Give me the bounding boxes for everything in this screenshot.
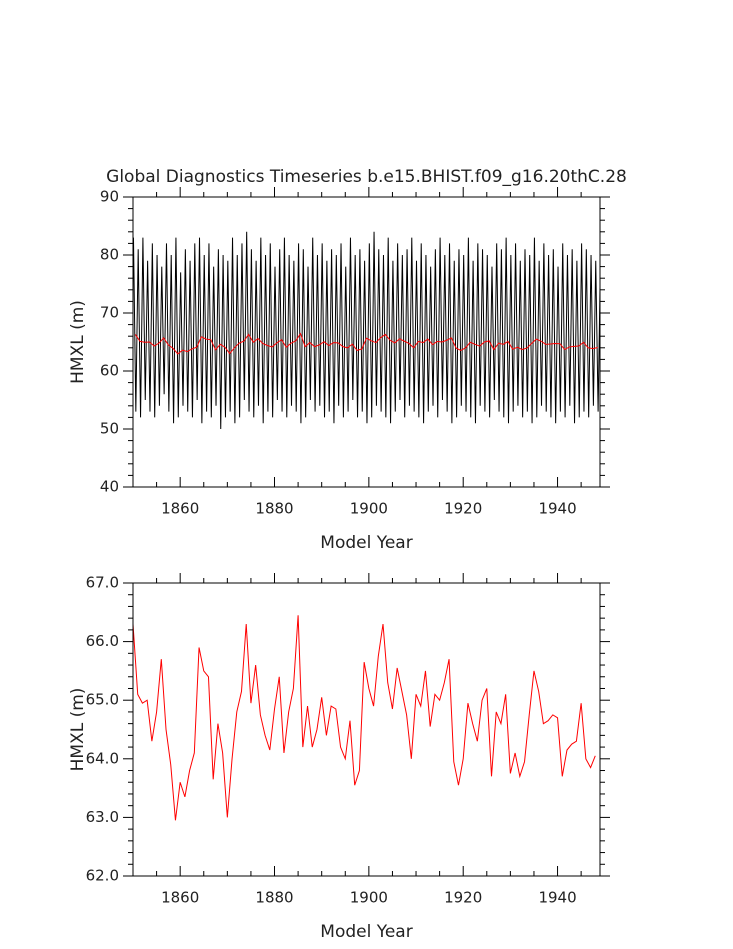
y-tick-label: 60 xyxy=(100,362,119,380)
x-tick-label: 1860 xyxy=(161,889,199,907)
x-axis-label: Model Year xyxy=(320,533,412,553)
y-tick-label: 65.0 xyxy=(86,691,119,709)
x-tick-label: 1940 xyxy=(538,889,576,907)
x-tick-label: 1920 xyxy=(444,889,482,907)
x-tick-label: 1940 xyxy=(538,500,576,518)
y-tick-label: 66.0 xyxy=(86,632,119,650)
data-line xyxy=(133,231,600,430)
x-tick-label: 1880 xyxy=(255,889,293,907)
x-tick-label: 1860 xyxy=(161,500,199,518)
x-tick-label: 1900 xyxy=(350,500,388,518)
y-tick-label: 64.0 xyxy=(86,749,119,767)
x-axis-label: Model Year xyxy=(320,922,412,942)
x-tick-label: 1880 xyxy=(255,500,293,518)
chart-title: Global Diagnostics Timeseries b.e15.BHIS… xyxy=(106,167,627,187)
x-tick-label: 1900 xyxy=(350,889,388,907)
plot-frame xyxy=(132,582,601,877)
data-line xyxy=(133,615,596,821)
y-tick-label: 80 xyxy=(100,246,119,264)
plot-frame xyxy=(132,196,601,488)
y-tick-label: 70 xyxy=(100,304,119,322)
y-axis-label: HMXL (m) xyxy=(68,688,88,772)
y-tick-label: 67.0 xyxy=(86,574,119,592)
y-tick-label: 50 xyxy=(100,420,119,438)
x-tick-label: 1920 xyxy=(444,500,482,518)
y-tick-label: 62.0 xyxy=(86,867,119,885)
data-line xyxy=(134,332,598,355)
y-tick-label: 40 xyxy=(100,478,119,496)
y-axis-label: HMXL (m) xyxy=(68,300,88,384)
y-tick-label: 63.0 xyxy=(86,808,119,826)
y-tick-label: 90 xyxy=(100,188,119,206)
